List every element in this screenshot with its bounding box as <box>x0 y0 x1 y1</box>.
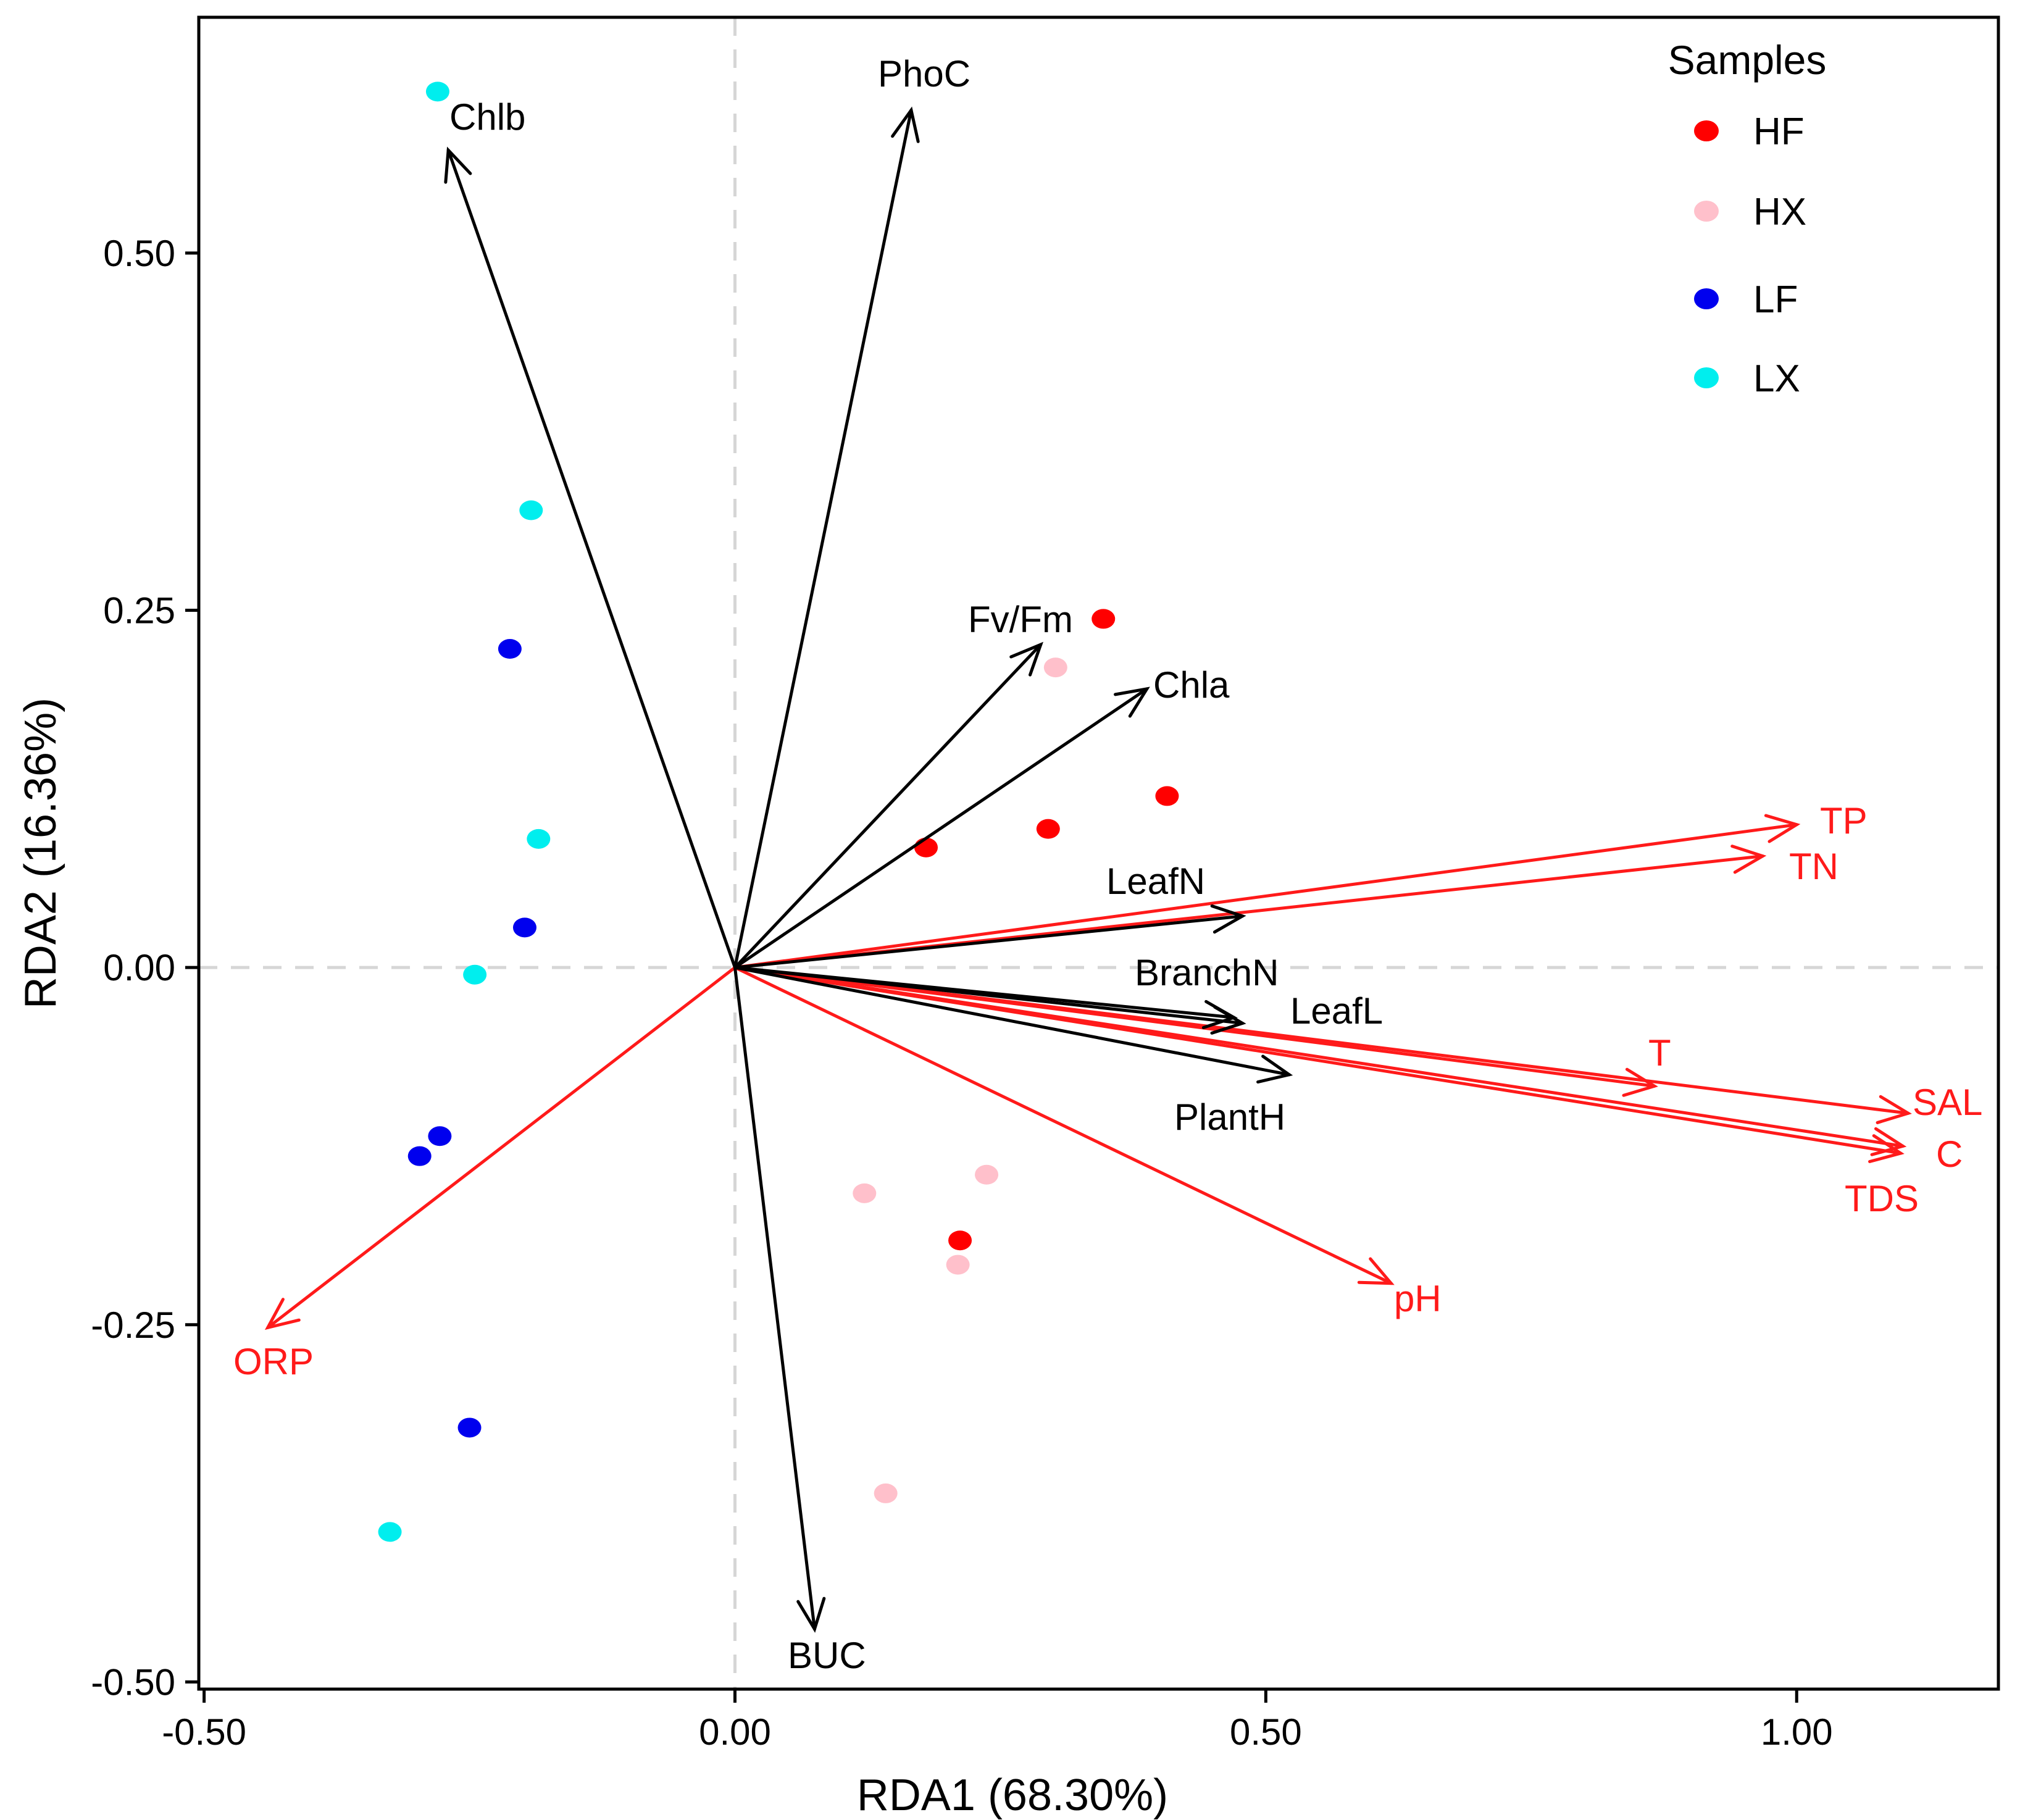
legend-label-lf: LF <box>1753 278 1798 321</box>
vector-sal-line <box>733 966 1910 1115</box>
legend: Samples HF HX LF LX <box>1668 37 1827 400</box>
point-hx <box>1043 657 1067 678</box>
vector-label-phoc: PhoC <box>878 53 970 94</box>
legend-label-hx: HX <box>1753 191 1806 233</box>
legend-marker-hx <box>1694 201 1719 222</box>
point-lx <box>425 81 449 102</box>
x-tick-label: 0.00 <box>699 1711 771 1753</box>
y-tick-label: 0.00 <box>103 947 175 988</box>
point-lf <box>498 639 522 659</box>
legend-marker-lf <box>1694 288 1719 309</box>
vector-label-orp: ORP <box>233 1341 314 1382</box>
vector-tds-line <box>733 966 1903 1155</box>
point-hf <box>1036 819 1060 839</box>
vector-label-chlb: Chlb <box>449 96 525 138</box>
point-lx <box>463 964 487 985</box>
legend-title: Samples <box>1668 37 1827 83</box>
vector-leafl-arrowhead <box>1210 1005 1246 1035</box>
vector-labels: Chlb PhoC Fv/Fm Chla LeafN BranchN LeafL PlantH… <box>233 53 1982 1676</box>
vector-leafn-arrowhead <box>1210 904 1246 934</box>
vector-tp-arrowhead <box>1764 814 1801 843</box>
point-lf <box>512 917 536 938</box>
vector-buc-line <box>733 966 816 1631</box>
vector-chlb-line <box>446 148 737 969</box>
zero-lines <box>199 17 1998 1689</box>
y-tick-label: 0.50 <box>103 233 175 274</box>
vector-ph-line <box>733 966 1393 1285</box>
legend-marker-lx <box>1694 367 1719 388</box>
vector-arrows <box>264 106 1912 1633</box>
vector-label-sal: SAL <box>1913 1082 1982 1123</box>
point-lf <box>407 1146 432 1166</box>
x-axis-title: RDA1 (68.30%) <box>857 1771 1168 1820</box>
vector-label-branchn: BranchN <box>1135 952 1279 993</box>
point-hf <box>948 1230 972 1251</box>
vector-orp-line <box>266 966 737 1329</box>
point-hf <box>914 837 938 858</box>
y-axis-title: RDA2 (16.36%) <box>16 698 65 1009</box>
point-hx <box>975 1164 999 1185</box>
point-hx <box>874 1483 898 1503</box>
vector-label-fv-fm: Fv/Fm <box>968 599 1073 640</box>
vector-t-arrowhead <box>1622 1067 1658 1097</box>
point-hf <box>1155 786 1179 806</box>
vector-buc-arrowhead <box>796 1597 826 1633</box>
vector-tp-line <box>733 823 1798 969</box>
vector-label-t: T <box>1648 1032 1671 1074</box>
point-lf <box>457 1417 482 1438</box>
vector-chla-line <box>733 687 1149 969</box>
vector-label-ph: pH <box>1394 1278 1442 1319</box>
vector-sal-arrowhead <box>1876 1095 1912 1124</box>
point-lx <box>519 500 543 520</box>
axis-ticks: -0.50 0.00 0.50 1.00 -0.50 -0.25 0.00 0.25 0.50 <box>91 233 1832 1753</box>
vector-label-buc: BUC <box>788 1635 866 1676</box>
vector-label-leafl: LeafL <box>1290 990 1383 1032</box>
vector-planth-arrowhead <box>1256 1054 1293 1084</box>
point-lx <box>527 829 551 849</box>
legend-label-lx: LX <box>1753 357 1800 400</box>
vector-label-tn: TN <box>1789 846 1838 887</box>
vector-tds-arrowhead <box>1868 1134 1905 1164</box>
vector-phoc-line <box>733 108 913 969</box>
vector-leafn-line <box>733 914 1245 969</box>
vector-label-tds: TDS <box>1845 1178 1919 1219</box>
vector-label-planth: PlantH <box>1174 1096 1285 1138</box>
vector-leafl-line <box>733 966 1245 1025</box>
x-tick-label: 0.50 <box>1230 1711 1302 1753</box>
point-lx <box>378 1522 402 1542</box>
vector-ph-arrowhead <box>1357 1257 1395 1285</box>
vector-label-c: C <box>1936 1133 1963 1175</box>
vector-phoc-arrowhead <box>891 106 920 143</box>
vector-fv-fm-line <box>733 643 1043 969</box>
vector-chla-arrowhead <box>1114 687 1150 718</box>
x-tick-label: -0.50 <box>162 1711 246 1753</box>
point-hf <box>1091 609 1116 629</box>
sample-points <box>378 81 1179 1542</box>
vector-label-chla: Chla <box>1153 664 1230 706</box>
vector-orp-arrowhead <box>264 1298 301 1330</box>
plot-frame <box>197 15 2000 1691</box>
vector-tn-arrowhead <box>1730 845 1767 874</box>
y-tick-label: -0.50 <box>91 1661 175 1703</box>
y-tick-label: 0.25 <box>103 590 175 632</box>
vector-label-tp: TP <box>1820 800 1868 841</box>
vector-label-leafn: LeafN <box>1106 861 1205 902</box>
point-hx <box>946 1254 970 1275</box>
x-tick-label: 1.00 <box>1761 1711 1833 1753</box>
vector-fv-fm-arrowhead <box>1009 641 1043 677</box>
vector-chlb-arrowhead <box>444 146 472 184</box>
legend-label-hf: HF <box>1753 111 1805 153</box>
legend-items: HF HX LF LX <box>1694 111 1806 400</box>
point-lf <box>428 1126 452 1146</box>
point-hx <box>853 1183 877 1203</box>
y-tick-label: -0.25 <box>91 1304 175 1346</box>
legend-marker-hf <box>1694 120 1719 141</box>
vector-planth-line <box>733 966 1291 1077</box>
